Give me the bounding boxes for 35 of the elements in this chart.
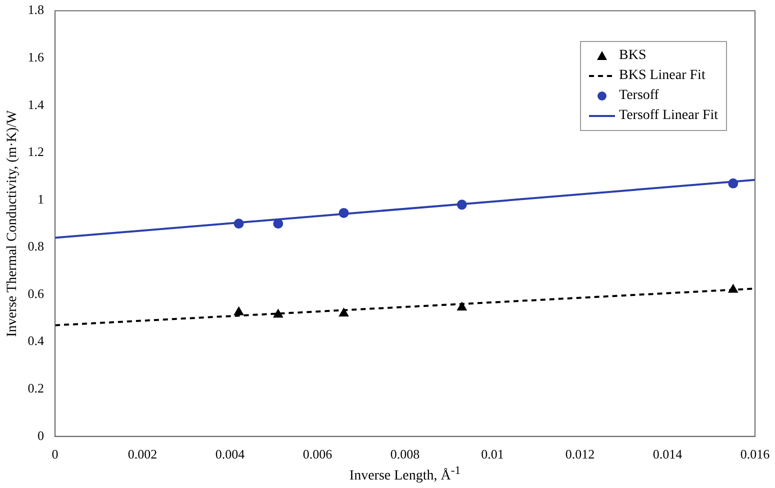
- point: [273, 309, 283, 318]
- point: [338, 208, 349, 218]
- point: [234, 218, 244, 229]
- y-tick-label: 0.4: [28, 333, 45, 348]
- x-tick-label: 0.004: [215, 446, 246, 462]
- point: [338, 308, 349, 316]
- x-tick-label: 0.012: [565, 446, 595, 462]
- legend-label: Tersoff: [619, 86, 659, 105]
- legend-label: BKS: [619, 46, 646, 65]
- y-tick-label: 1: [38, 191, 44, 206]
- y-tick-label: 1.4: [28, 96, 45, 112]
- y-axis-title: Inverse Thermal Conductivity, (m·K)/W: [5, 109, 20, 337]
- x-tick-label: 0.008: [390, 446, 420, 462]
- point: [234, 306, 244, 316]
- y-tick-label: 0.2: [28, 380, 44, 396]
- x-tick-label: 0.016: [740, 446, 770, 462]
- point: [456, 200, 467, 210]
- point: [457, 302, 467, 311]
- legend-label: BKS Linear Fit: [619, 66, 706, 85]
- x-tick-label: 0.002: [128, 446, 158, 462]
- y-tick-label: 1.2: [28, 144, 44, 160]
- x-tick-label: 0.014: [652, 446, 683, 462]
- point: [273, 218, 284, 229]
- y-tick-label: 0.8: [28, 238, 44, 254]
- y-tick-label: 0: [38, 428, 44, 443]
- y-tick-label: 1.6: [28, 50, 45, 65]
- x-tick-label: 0.01: [481, 446, 504, 462]
- x-tick-label: 0: [52, 446, 58, 462]
- x-axis-title: Inverse Length, Å$^{-1}$: [349, 464, 461, 485]
- legend-label: Tersoff Linear Fit: [619, 106, 718, 125]
- point: [728, 178, 738, 188]
- point: [728, 284, 738, 293]
- y-tick-label: 1.8: [28, 2, 44, 18]
- x-tick-label: 0.006: [302, 446, 333, 462]
- y-tick-label: 0.6: [28, 286, 45, 301]
